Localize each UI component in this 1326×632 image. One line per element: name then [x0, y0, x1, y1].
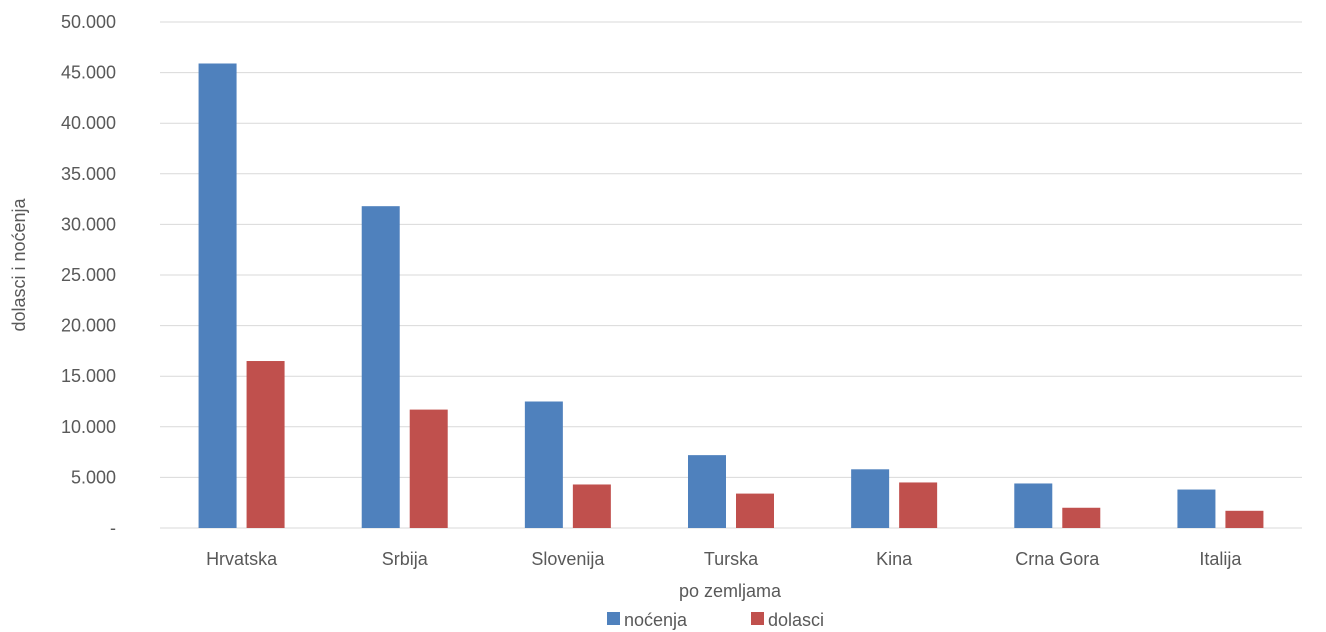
bar-dolasci: [246, 361, 285, 528]
bar-nocenja: [1177, 489, 1216, 528]
x-axis-ticks: Hrvatska Srbija Slovenija Turska Kina Crna Go…: [206, 549, 1242, 569]
y-tick-label: 50.000: [61, 12, 116, 32]
y-tick-label: -: [110, 518, 116, 538]
y-tick-label: 10.000: [61, 417, 116, 437]
bar-nocenja: [524, 401, 563, 528]
legend-swatch: [607, 612, 620, 625]
x-axis-title: po zemljama: [679, 581, 782, 601]
bar-dolasci: [736, 493, 774, 528]
bar-dolasci: [572, 484, 611, 528]
bar-dolasci: [409, 409, 448, 528]
y-tick-label: 15.000: [61, 366, 116, 386]
y-tick-label: 30.000: [61, 214, 116, 234]
y-tick-label: 40.000: [61, 113, 116, 133]
y-axis-title: dolasci i noćenja: [9, 197, 29, 331]
legend: noćenja dolasci: [607, 610, 824, 630]
bar-nocenja: [198, 63, 237, 528]
legend-label: dolasci: [768, 610, 824, 630]
x-tick-label: Hrvatska: [206, 549, 278, 569]
bar-nocenja: [851, 469, 890, 528]
x-tick-label: Slovenija: [531, 549, 605, 569]
bars: [198, 63, 1264, 528]
bar-nocenja: [688, 455, 726, 528]
y-tick-label: 45.000: [61, 63, 116, 83]
x-tick-label: Kina: [876, 549, 913, 569]
gridlines: [160, 21, 1302, 529]
bar-dolasci: [1062, 507, 1101, 528]
bar-nocenja: [1014, 483, 1053, 528]
y-tick-label: 5.000: [71, 467, 116, 487]
x-tick-label: Crna Gora: [1015, 549, 1100, 569]
x-tick-label: Italija: [1199, 549, 1242, 569]
bar-dolasci: [1225, 510, 1264, 528]
bar-nocenja: [361, 206, 400, 528]
y-axis-ticks: - 5.000 10.000 15.000 20.000 25.000 30.000 35.0…: [61, 12, 116, 538]
x-tick-label: Turska: [704, 549, 759, 569]
legend-label: noćenja: [624, 610, 688, 630]
x-tick-label: Srbija: [382, 549, 429, 569]
y-tick-label: 35.000: [61, 164, 116, 184]
y-tick-label: 20.000: [61, 316, 116, 336]
y-tick-label: 25.000: [61, 265, 116, 285]
bar-dolasci: [899, 482, 938, 528]
legend-swatch: [751, 612, 764, 625]
